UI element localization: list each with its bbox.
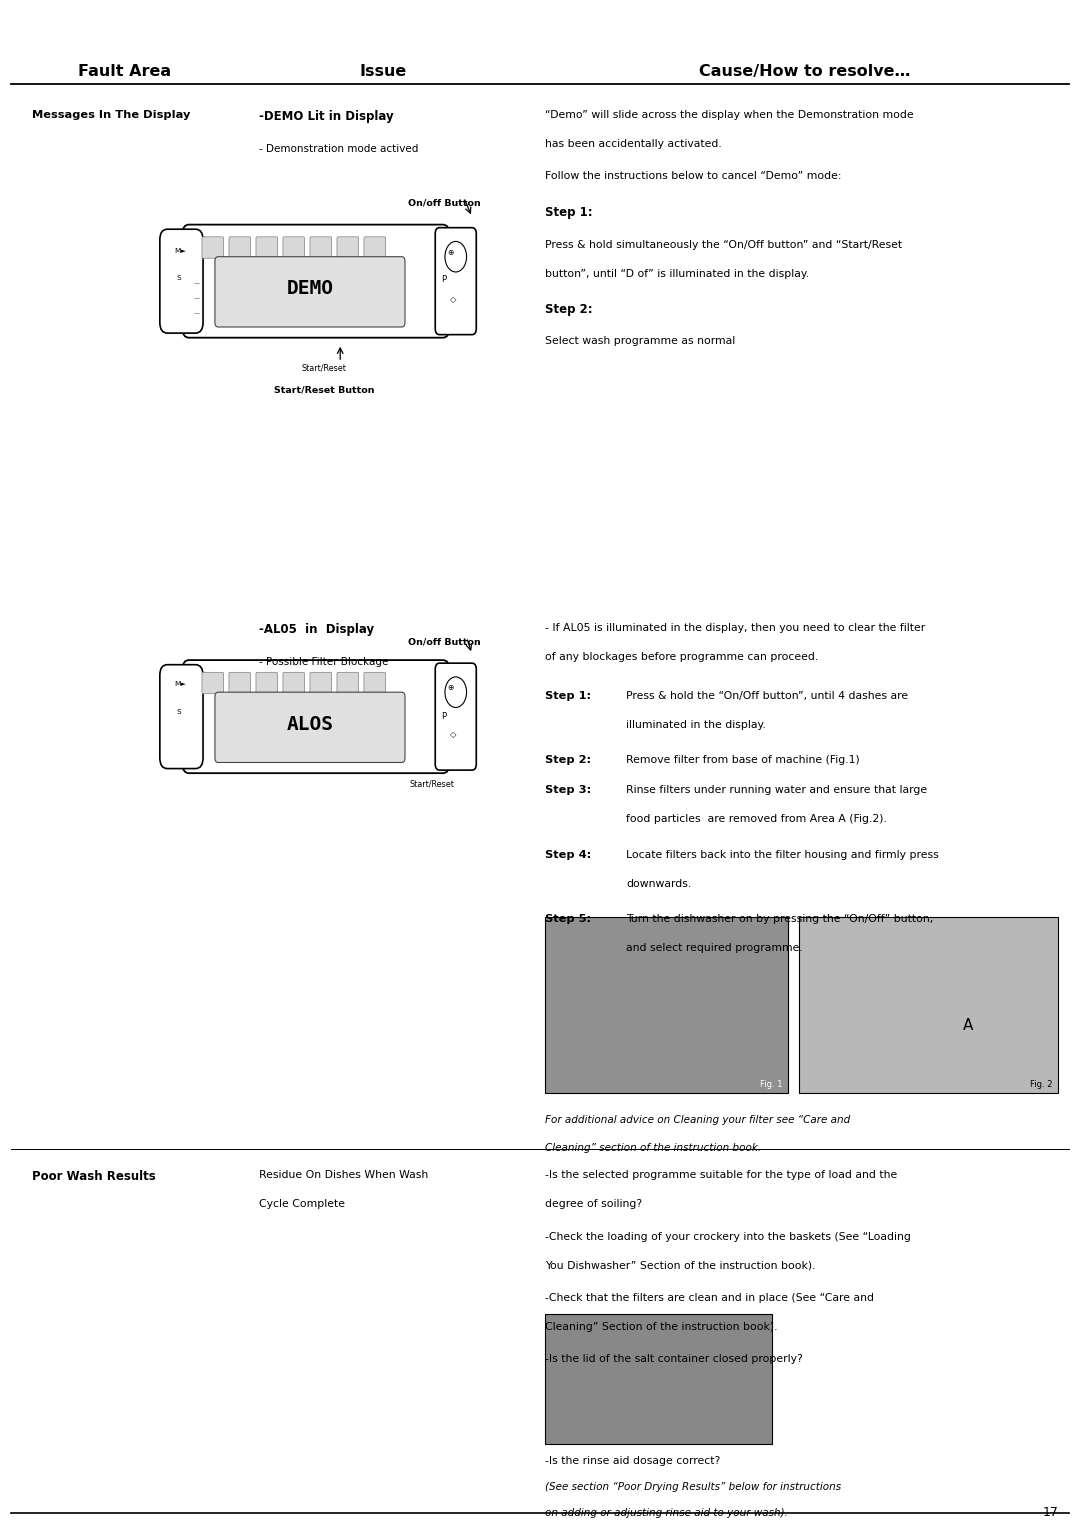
Text: For additional advice on Cleaning your filter see “Care and: For additional advice on Cleaning your f… [545,1115,851,1126]
Text: Step 1:: Step 1: [545,206,593,220]
Text: Issue: Issue [360,64,407,79]
Text: Step 3:: Step 3: [545,785,592,796]
Text: Press & hold simultaneously the “On/Off button” and “Start/Reset: Press & hold simultaneously the “On/Off … [545,240,903,251]
Text: button”, until “D of” is illuminated in the display.: button”, until “D of” is illuminated in … [545,269,810,280]
Circle shape [445,677,467,707]
FancyBboxPatch shape [364,672,386,694]
FancyBboxPatch shape [364,237,386,258]
Text: -Check the loading of your crockery into the baskets (See “Loading: -Check the loading of your crockery into… [545,1232,912,1242]
FancyBboxPatch shape [256,237,278,258]
Text: Rinse filters under running water and ensure that large: Rinse filters under running water and en… [626,785,928,796]
Text: Poor Wash Results: Poor Wash Results [32,1170,157,1184]
Text: downwards.: downwards. [626,879,691,889]
FancyBboxPatch shape [256,672,278,694]
FancyBboxPatch shape [183,225,449,338]
Text: - Demonstration mode actived: - Demonstration mode actived [259,144,419,154]
Text: -Is the lid of the salt container closed properly?: -Is the lid of the salt container closed… [545,1354,804,1365]
FancyBboxPatch shape [160,665,203,769]
Text: On/off Button: On/off Button [408,637,481,646]
Text: Start/Reset: Start/Reset [301,364,347,373]
Text: P: P [441,275,446,284]
Text: You Dishwasher” Section of the instruction book).: You Dishwasher” Section of the instructi… [545,1261,815,1271]
Text: S: S [176,275,180,281]
FancyBboxPatch shape [310,672,332,694]
Text: A: A [962,1018,973,1033]
Text: ⊕: ⊕ [448,683,454,692]
Text: Step 2:: Step 2: [545,755,592,766]
Text: Cleaning” section of the instruction book.: Cleaning” section of the instruction boo… [545,1143,761,1154]
Text: Remove filter from base of machine (Fig.1): Remove filter from base of machine (Fig.… [626,755,860,766]
Text: degree of soiling?: degree of soiling? [545,1199,643,1210]
FancyBboxPatch shape [545,917,788,1093]
Text: Start/Reset: Start/Reset [409,779,455,788]
Text: of any blockages before programme can proceed.: of any blockages before programme can pr… [545,652,819,663]
Circle shape [445,241,467,272]
Text: Follow the instructions below to cancel “Demo” mode:: Follow the instructions below to cancel … [545,171,842,182]
FancyBboxPatch shape [283,237,305,258]
Text: and select required programme.: and select required programme. [626,943,804,953]
Text: food particles  are removed from Area A (Fig.2).: food particles are removed from Area A (… [626,814,888,825]
Text: M►: M► [174,248,186,254]
Text: Locate filters back into the filter housing and firmly press: Locate filters back into the filter hous… [626,850,940,860]
FancyBboxPatch shape [337,672,359,694]
Text: -Is the selected programme suitable for the type of load and the: -Is the selected programme suitable for … [545,1170,897,1181]
Text: M►: M► [174,681,186,688]
Text: Residue On Dishes When Wash: Residue On Dishes When Wash [259,1170,429,1181]
Text: -Check that the filters are clean and in place (See “Care and: -Check that the filters are clean and in… [545,1293,875,1303]
Text: Messages In The Display: Messages In The Display [32,110,191,121]
FancyBboxPatch shape [215,692,405,762]
Text: has been accidentally activated.: has been accidentally activated. [545,139,723,150]
Text: “Demo” will slide across the display when the Demonstration mode: “Demo” will slide across the display whe… [545,110,914,121]
Text: P: P [441,712,446,721]
Text: - Possible Filter Blockage: - Possible Filter Blockage [259,657,389,668]
FancyBboxPatch shape [229,672,251,694]
Text: Press & hold the “On/Off button”, until 4 dashes are: Press & hold the “On/Off button”, until … [626,691,908,701]
Text: Step 4:: Step 4: [545,850,592,860]
FancyBboxPatch shape [202,237,224,258]
FancyBboxPatch shape [545,1314,772,1444]
Text: - If AL05 is illuminated in the display, then you need to clear the filter: - If AL05 is illuminated in the display,… [545,623,926,634]
Text: 17: 17 [1042,1505,1058,1519]
FancyBboxPatch shape [160,229,203,333]
Text: S: S [176,709,180,715]
Text: ⊕: ⊕ [448,248,454,257]
Text: Fig. 2: Fig. 2 [1030,1080,1053,1089]
FancyBboxPatch shape [283,672,305,694]
Text: (See section “Poor Drying Results” below for instructions: (See section “Poor Drying Results” below… [545,1482,841,1493]
FancyBboxPatch shape [310,237,332,258]
Text: Step 2:: Step 2: [545,303,593,316]
Text: Step 5:: Step 5: [545,914,592,924]
Text: Start/Reset Button: Start/Reset Button [273,385,375,394]
Text: -Is the rinse aid dosage correct?: -Is the rinse aid dosage correct? [545,1456,720,1467]
Text: illuminated in the display.: illuminated in the display. [626,720,766,730]
Text: Cleaning” Section of the instruction book).: Cleaning” Section of the instruction boo… [545,1322,778,1332]
Text: Step 1:: Step 1: [545,691,592,701]
FancyBboxPatch shape [435,663,476,770]
FancyBboxPatch shape [799,917,1058,1093]
Text: -DEMO Lit in Display: -DEMO Lit in Display [259,110,394,124]
Text: Fault Area: Fault Area [78,64,171,79]
Text: Select wash programme as normal: Select wash programme as normal [545,336,735,347]
Text: ALOS: ALOS [286,715,334,733]
Text: Cause/How to resolve…: Cause/How to resolve… [699,64,910,79]
FancyBboxPatch shape [202,672,224,694]
Text: ◇: ◇ [450,295,457,304]
Text: -AL05  in  Display: -AL05 in Display [259,623,375,637]
Text: on adding or adjusting rinse aid to your wash).: on adding or adjusting rinse aid to your… [545,1508,788,1519]
Text: ◇: ◇ [450,730,457,740]
Text: Turn the dishwasher on by pressing the “On/Off” button,: Turn the dishwasher on by pressing the “… [626,914,933,924]
Text: DEMO: DEMO [286,280,334,298]
Text: Cycle Complete: Cycle Complete [259,1199,346,1210]
FancyBboxPatch shape [337,237,359,258]
FancyBboxPatch shape [229,237,251,258]
FancyBboxPatch shape [215,257,405,327]
FancyBboxPatch shape [435,228,476,335]
Text: Fig. 1: Fig. 1 [760,1080,783,1089]
FancyBboxPatch shape [183,660,449,773]
Text: On/off Button: On/off Button [408,199,481,208]
